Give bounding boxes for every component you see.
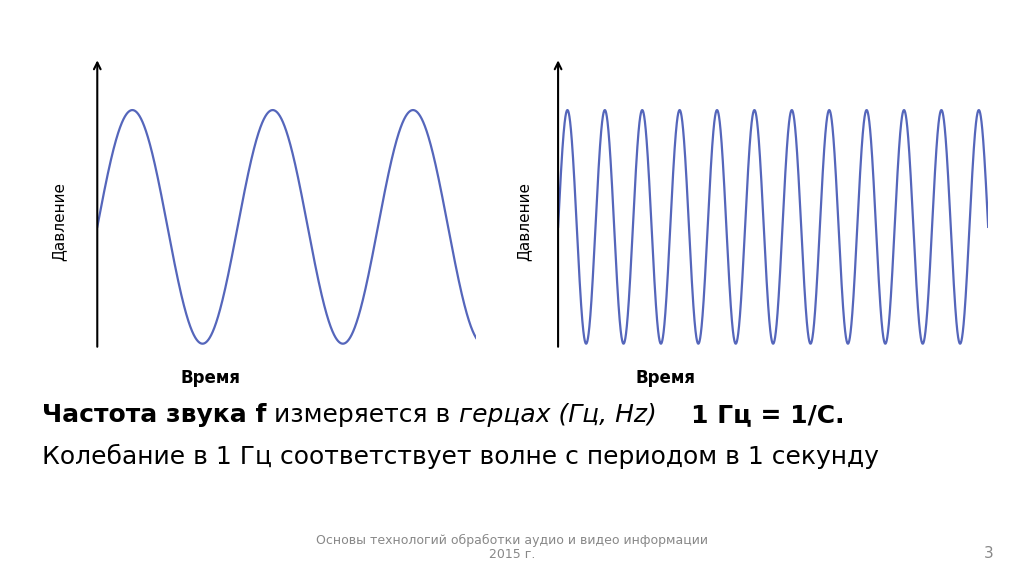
Text: Давление: Давление <box>52 181 67 261</box>
Text: Давление: Давление <box>516 181 531 261</box>
Text: измеряется в: измеряется в <box>266 403 459 427</box>
Text: Основы технологий обработки аудио и видео информации: Основы технологий обработки аудио и виде… <box>316 534 708 547</box>
Text: Частота звука f: Частота звука f <box>42 403 266 427</box>
Text: Время: Время <box>636 370 695 387</box>
Text: Время: Время <box>180 370 241 387</box>
Text: герцах (Гц, Hz): герцах (Гц, Hz) <box>459 403 656 427</box>
Text: 3: 3 <box>984 546 994 561</box>
Text: 2015 г.: 2015 г. <box>488 548 536 561</box>
Text: 1 Гц = 1/С.: 1 Гц = 1/С. <box>656 403 845 427</box>
Text: Колебание в 1 Гц соответствует волне с периодом в 1 секунду: Колебание в 1 Гц соответствует волне с п… <box>42 444 879 469</box>
